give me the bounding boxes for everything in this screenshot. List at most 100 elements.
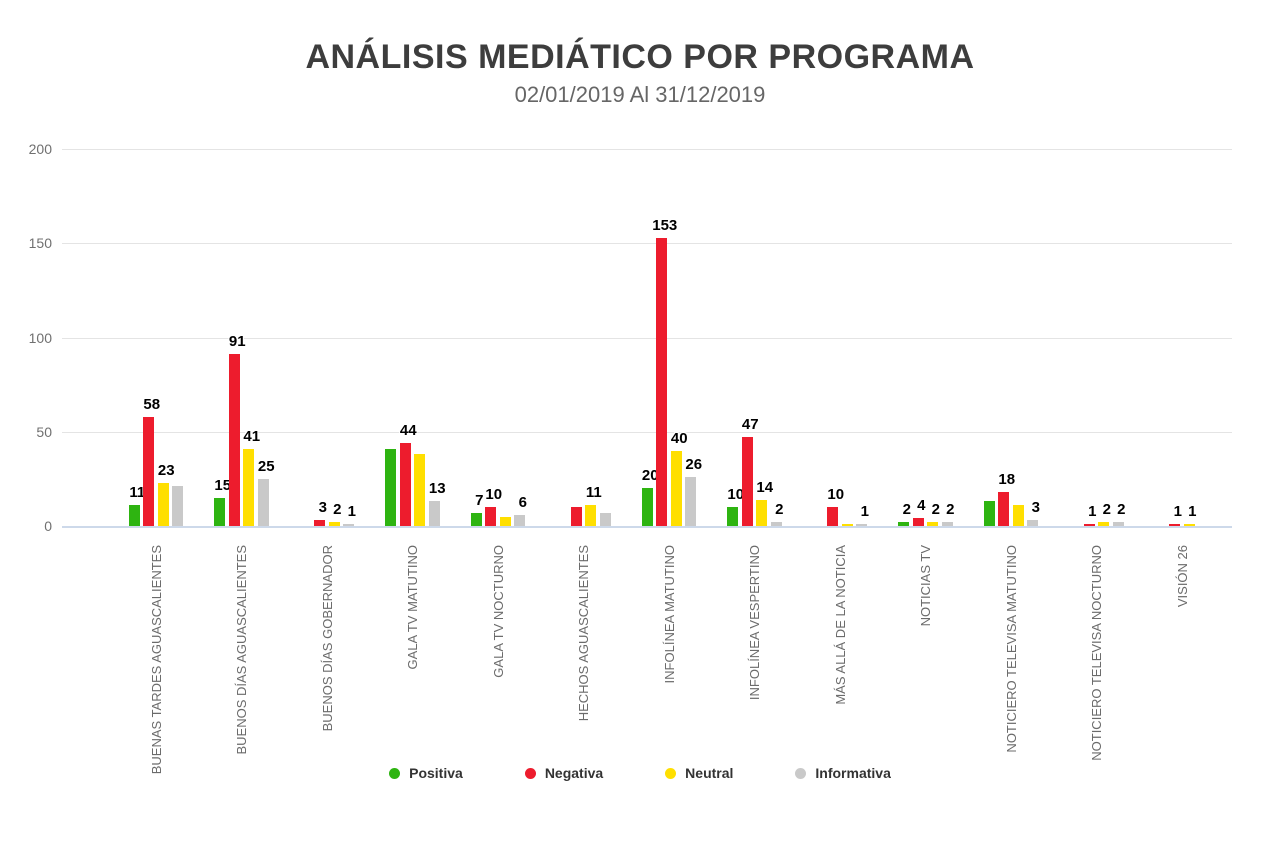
bar-negativa-buenos-dias-aguascalientes[interactable]	[228, 354, 240, 526]
data-label-positiva-noticias-tv: 2	[902, 501, 911, 519]
bar-negativa-gala-tv-nocturno[interactable]	[485, 507, 497, 526]
bar-informativa-noticias-tv[interactable]	[941, 522, 953, 526]
bar-neutral-infolinea-vespertino[interactable]	[756, 499, 768, 526]
data-label-positiva-infolinea-vespertino: 10	[727, 486, 745, 504]
data-label-negativa-noticiero-televisa-matutino: 18	[998, 471, 1016, 489]
data-label-neutral-buenos-dias-aguascalientes: 41	[243, 427, 261, 445]
bar-negativa-vision-26[interactable]	[1169, 524, 1181, 526]
bar-neutral-buenos-dias-gobernador[interactable]	[328, 522, 340, 526]
bar-informativa-buenos-dias-gobernador[interactable]	[343, 524, 355, 526]
category-label-noticiero-televisa-matutino: NOTICIERO TELEVISA MATUTINO	[1003, 545, 1019, 753]
bar-informativa-noticiero-televisa-nocturno[interactable]	[1112, 522, 1124, 526]
bar-negativa-infolinea-vespertino[interactable]	[741, 437, 753, 526]
chart-title: ANÁLISIS MEDIÁTICO POR PROGRAMA	[305, 38, 975, 76]
bar-neutral-noticias-tv[interactable]	[927, 522, 939, 526]
x-axis-line	[62, 526, 1232, 528]
bar-informativa-hechos-aguascalientes[interactable]	[599, 512, 611, 526]
bar-negativa-noticiero-televisa-nocturno[interactable]	[1083, 524, 1095, 526]
data-label-neutral-noticiero-televisa-nocturno: 2	[1102, 501, 1111, 519]
legend-dot-informativa	[795, 767, 807, 779]
data-label-negativa-noticias-tv: 4	[917, 497, 926, 515]
data-label-neutral-buenos-dias-gobernador: 2	[333, 501, 342, 519]
category-label-buenos-dias-gobernador: BUENOS DÍAS GOBERNADOR	[319, 545, 335, 732]
gridline-50	[62, 431, 1232, 433]
category-label-buenos-dias-aguascalientes: BUENOS DÍAS AGUASCALIENTES	[234, 545, 249, 755]
bar-informativa-mas-alla-de-la-noticia[interactable]	[856, 524, 868, 526]
legend-dot-negativa	[524, 767, 536, 779]
data-label-negativa-buenos-dias-aguascalientes: 91	[228, 333, 246, 351]
bar-negativa-noticiero-televisa-matutino[interactable]	[998, 492, 1010, 526]
data-label-negativa-gala-tv-matutino: 44	[399, 422, 417, 440]
y-axis-tick-200: 200	[28, 141, 52, 157]
legend-item-neutral[interactable]: Neutral	[665, 765, 733, 781]
bar-neutral-gala-tv-matutino[interactable]	[414, 454, 426, 526]
legend-label-informativa: Informativa	[815, 765, 891, 781]
data-label-informativa-noticiero-televisa-nocturno: 2	[1117, 501, 1126, 519]
data-label-neutral-hechos-aguascalientes: 11	[585, 484, 602, 502]
category-label-gala-tv-matutino: GALA TV MATUTINO	[405, 545, 420, 670]
legend-item-informativa[interactable]: Informativa	[795, 765, 891, 781]
y-axis-tick-0: 0	[44, 518, 52, 534]
bar-positiva-infolinea-vespertino[interactable]	[727, 507, 739, 526]
bar-informativa-infolinea-matutino[interactable]	[685, 476, 697, 526]
category-label-noticias-tv: NOTICIAS TV	[918, 545, 933, 627]
bar-positiva-buenos-dias-aguascalientes[interactable]	[214, 497, 226, 526]
gridline-200	[62, 149, 1232, 150]
data-label-positiva-infolinea-matutino: 20	[641, 467, 659, 485]
bar-informativa-infolinea-vespertino[interactable]	[770, 522, 782, 526]
data-label-negativa-noticiero-televisa-nocturno: 1	[1088, 503, 1097, 520]
bar-positiva-gala-tv-matutino[interactable]	[385, 448, 397, 526]
data-label-positiva-gala-tv-nocturno: 7	[475, 491, 484, 509]
data-label-informativa-infolinea-vespertino: 2	[775, 501, 784, 519]
bar-neutral-noticiero-televisa-nocturno[interactable]	[1098, 522, 1110, 526]
bar-informativa-gala-tv-matutino[interactable]	[428, 501, 440, 526]
data-label-negativa-infolinea-vespertino: 47	[741, 416, 759, 434]
bar-positiva-gala-tv-nocturno[interactable]	[470, 512, 482, 526]
data-label-neutral-noticias-tv: 2	[931, 501, 940, 519]
legend-item-positiva[interactable]: Positiva	[389, 765, 463, 781]
data-label-neutral-buenas-tardes-aguascalientes: 23	[157, 461, 175, 479]
bar-informativa-gala-tv-nocturno[interactable]	[514, 514, 526, 526]
category-label-hechos-aguascalientes: HECHOS AGUASCALIENTES	[576, 545, 591, 722]
y-axis-tick-100: 100	[28, 329, 52, 346]
legend-label-negativa: Negativa	[544, 765, 604, 781]
bar-informativa-buenos-dias-aguascalientes[interactable]	[257, 478, 269, 526]
data-label-negativa-buenos-dias-gobernador: 3	[318, 499, 327, 517]
data-label-negativa-gala-tv-nocturno: 10	[485, 486, 503, 504]
bar-negativa-infolinea-matutino[interactable]	[656, 237, 668, 526]
bar-neutral-noticiero-televisa-matutino[interactable]	[1012, 505, 1024, 526]
bar-positiva-infolinea-matutino[interactable]	[641, 488, 653, 526]
data-label-informativa-noticiero-televisa-matutino: 3	[1031, 499, 1040, 517]
bar-informativa-buenas-tardes-aguascalientes[interactable]	[172, 486, 184, 526]
legend-dot-positiva	[389, 767, 401, 779]
bar-neutral-buenos-dias-aguascalientes[interactable]	[243, 448, 255, 526]
bar-neutral-mas-alla-de-la-noticia[interactable]	[841, 524, 853, 526]
data-label-positiva-buenos-dias-aguascalientes: 15	[214, 476, 232, 494]
gridline-100	[62, 337, 1232, 339]
bar-negativa-noticias-tv[interactable]	[912, 518, 924, 526]
bar-negativa-buenos-dias-gobernador[interactable]	[314, 520, 326, 526]
legend-item-negativa[interactable]: Negativa	[524, 765, 604, 781]
bar-positiva-noticiero-televisa-matutino[interactable]	[983, 501, 995, 526]
bar-neutral-hechos-aguascalientes[interactable]	[585, 505, 597, 526]
bar-neutral-gala-tv-nocturno[interactable]	[499, 516, 511, 526]
bar-informativa-noticiero-televisa-matutino[interactable]	[1027, 520, 1039, 526]
bar-negativa-buenas-tardes-aguascalientes[interactable]	[143, 416, 155, 526]
bar-negativa-hechos-aguascalientes[interactable]	[570, 507, 582, 526]
legend-label-positiva: Positiva	[409, 765, 463, 781]
data-label-informativa-buenos-dias-gobernador: 1	[347, 503, 356, 520]
legend-label-neutral: Neutral	[685, 765, 734, 781]
bar-positiva-buenas-tardes-aguascalientes[interactable]	[128, 505, 140, 526]
bar-neutral-vision-26[interactable]	[1183, 524, 1195, 526]
data-label-negativa-infolinea-matutino: 153	[652, 216, 678, 234]
bar-positiva-noticias-tv[interactable]	[898, 522, 910, 526]
data-label-informativa-mas-alla-de-la-noticia: 1	[860, 503, 869, 520]
data-label-informativa-buenos-dias-aguascalientes: 25	[257, 457, 275, 475]
bar-negativa-mas-alla-de-la-noticia[interactable]	[827, 507, 839, 526]
bar-negativa-gala-tv-matutino[interactable]	[399, 443, 411, 526]
bar-neutral-buenas-tardes-aguascalientes[interactable]	[157, 482, 169, 526]
bar-neutral-infolinea-matutino[interactable]	[670, 450, 682, 526]
category-label-buenas-tardes-aguascalientes: BUENAS TARDES AGUASCALIENTES	[148, 545, 164, 775]
data-label-informativa-gala-tv-matutino: 13	[428, 480, 446, 498]
category-label-noticiero-televisa-nocturno: NOTICIERO TELEVISA NOCTURNO	[1089, 545, 1104, 761]
